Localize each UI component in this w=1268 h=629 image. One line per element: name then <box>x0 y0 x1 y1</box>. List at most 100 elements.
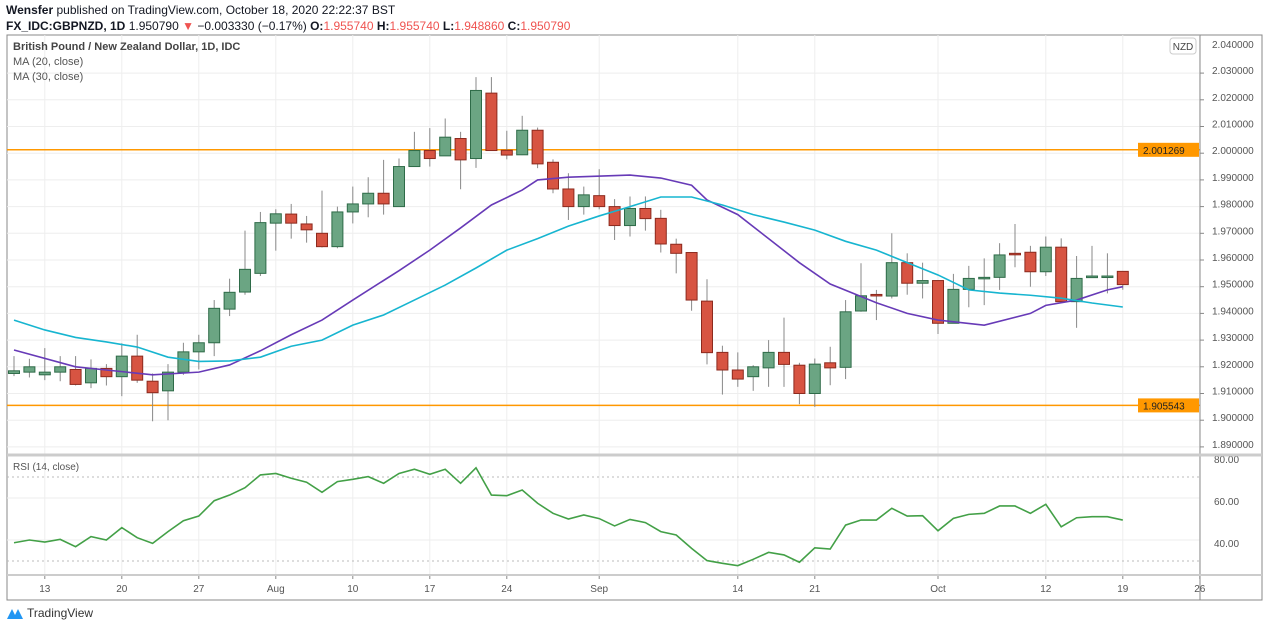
ma20-legend[interactable]: MA (20, close) <box>13 56 84 68</box>
moving-averages <box>13 174 1123 376</box>
candle[interactable] <box>85 359 97 389</box>
author[interactable]: Wensfer <box>6 3 54 17</box>
candle[interactable] <box>346 186 359 224</box>
candle-body-up <box>23 366 36 373</box>
candle[interactable] <box>1086 245 1098 279</box>
candle[interactable] <box>870 289 883 321</box>
candle[interactable] <box>146 373 159 422</box>
candle[interactable] <box>839 300 852 380</box>
ma30-line[interactable] <box>13 196 1123 363</box>
candle[interactable] <box>408 131 421 168</box>
ma30-legend[interactable]: MA (30, close) <box>13 71 84 83</box>
candle[interactable] <box>69 356 82 386</box>
rsi-line[interactable] <box>13 466 1123 567</box>
candle[interactable] <box>500 130 513 160</box>
candle[interactable] <box>731 352 744 387</box>
currency-badge-box[interactable] <box>1169 37 1197 55</box>
candle[interactable] <box>793 362 806 405</box>
candle-body-down <box>146 380 159 394</box>
candle[interactable] <box>192 334 205 370</box>
candle[interactable] <box>8 356 20 377</box>
candle[interactable] <box>1024 245 1037 287</box>
candle[interactable] <box>624 196 636 237</box>
candle-body-down <box>870 293 883 297</box>
candle[interactable] <box>747 365 760 391</box>
price-label: 1.980000 <box>1212 200 1254 211</box>
candle[interactable] <box>485 77 498 152</box>
candle[interactable] <box>1009 223 1021 268</box>
candle[interactable] <box>593 169 606 210</box>
candle[interactable] <box>269 209 282 251</box>
candle[interactable] <box>932 280 944 334</box>
candle[interactable] <box>439 118 452 157</box>
candle[interactable] <box>1116 270 1129 290</box>
candle[interactable] <box>423 128 436 167</box>
candle[interactable] <box>115 343 128 397</box>
candle[interactable] <box>454 131 467 190</box>
candle-body-up <box>346 203 359 213</box>
candle[interactable] <box>1101 253 1114 294</box>
publish-text: published on TradingView.com, October 18… <box>56 3 396 17</box>
candle[interactable] <box>808 358 821 407</box>
candle[interactable] <box>254 211 267 277</box>
candle[interactable] <box>531 127 544 169</box>
candle[interactable] <box>285 203 298 239</box>
candle[interactable] <box>762 340 775 387</box>
candle[interactable] <box>1039 236 1052 277</box>
candle-body-down <box>793 364 806 394</box>
candle[interactable] <box>562 173 575 220</box>
candle[interactable] <box>516 115 529 156</box>
candle[interactable] <box>162 364 174 421</box>
candle[interactable] <box>1055 238 1068 303</box>
candle[interactable] <box>100 364 113 386</box>
horizontal-lines[interactable]: 2.001269 1.905543 <box>7 142 1200 413</box>
candle-body-up <box>1101 275 1114 279</box>
candle[interactable] <box>54 356 67 382</box>
candle-body-down <box>1055 246 1068 303</box>
candle[interactable] <box>300 215 313 243</box>
candle[interactable] <box>23 358 36 378</box>
candle[interactable] <box>38 348 51 381</box>
candle[interactable] <box>393 158 405 208</box>
candle[interactable] <box>701 279 713 365</box>
candle[interactable] <box>885 233 898 299</box>
candle[interactable] <box>608 199 621 240</box>
candle-body-down <box>1024 251 1037 273</box>
candle[interactable] <box>470 77 482 168</box>
candle[interactable] <box>824 346 837 386</box>
tradingview-logo[interactable]: TradingView <box>6 606 93 620</box>
candle[interactable] <box>331 206 344 249</box>
axes: 132027Aug101724Sep1421Oct1219262.0400002… <box>7 35 1262 600</box>
candle-body-down <box>562 188 575 208</box>
candle[interactable] <box>978 258 991 306</box>
candle[interactable] <box>316 190 328 248</box>
candle[interactable] <box>716 345 729 395</box>
candle[interactable] <box>993 243 1006 290</box>
open-label: O: <box>310 19 324 33</box>
rsi-legend[interactable]: RSI (14, close) <box>13 462 80 473</box>
candle[interactable] <box>131 334 144 383</box>
candle[interactable] <box>362 177 375 218</box>
candle[interactable] <box>377 159 390 215</box>
candle[interactable] <box>239 230 251 295</box>
candle-body-down <box>1009 252 1021 256</box>
candle[interactable] <box>577 186 590 215</box>
time-label: Aug <box>267 584 285 595</box>
candle[interactable] <box>855 263 867 312</box>
candle[interactable] <box>208 300 221 357</box>
candle[interactable] <box>670 238 683 274</box>
candle-body-up <box>439 136 452 157</box>
candle[interactable] <box>223 278 236 317</box>
currency-badge[interactable]: NZD <box>1173 42 1194 53</box>
candle[interactable] <box>1070 255 1083 328</box>
candle[interactable] <box>654 209 667 253</box>
candle[interactable] <box>778 317 790 387</box>
candle-body-down <box>485 92 498 152</box>
price-label: 1.990000 <box>1212 173 1254 184</box>
candle[interactable] <box>685 252 698 311</box>
triangle-down-icon: ▼ <box>182 19 194 33</box>
candle[interactable] <box>962 265 975 308</box>
candle[interactable] <box>547 159 559 194</box>
ma20-line[interactable] <box>13 174 1123 376</box>
